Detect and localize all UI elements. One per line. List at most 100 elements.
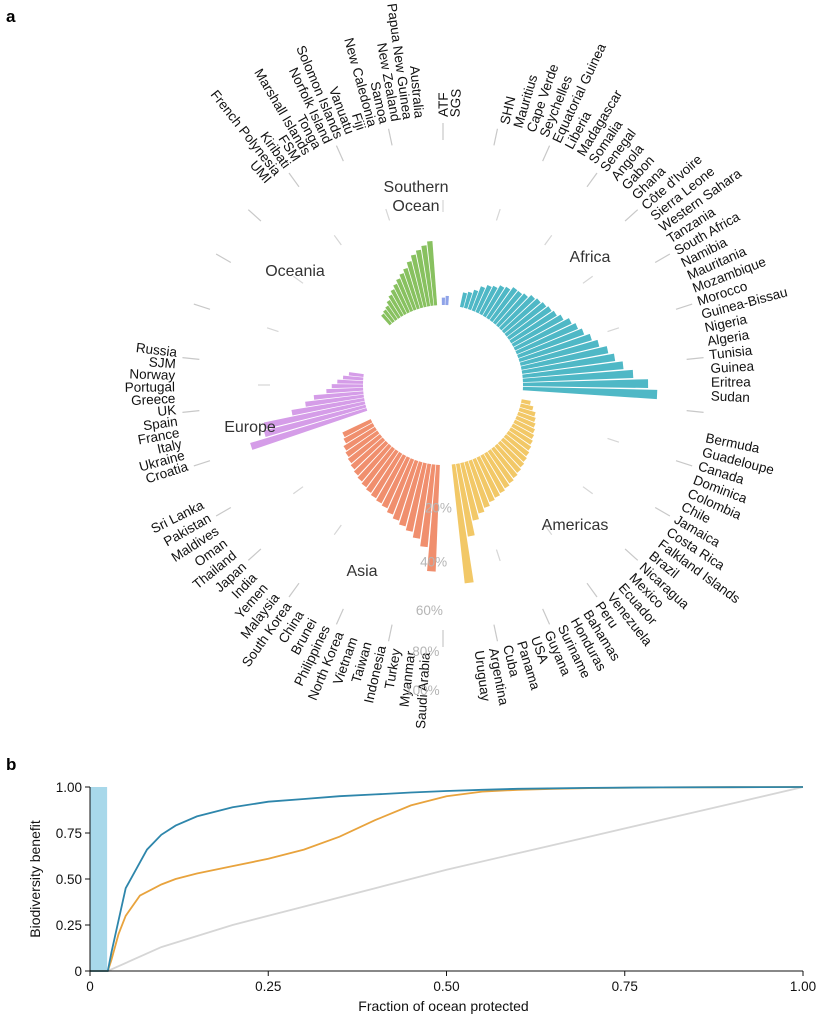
bar-guinea xyxy=(522,369,634,383)
bar-australia xyxy=(427,240,438,306)
panel-label-b: b xyxy=(6,755,16,774)
guide-tick xyxy=(654,253,671,264)
guide-tick xyxy=(495,208,501,221)
bar-suriname xyxy=(476,456,501,498)
guide-tick xyxy=(586,172,598,188)
guide-tick xyxy=(335,145,344,162)
ring-label-20: 20% xyxy=(425,501,452,516)
bar-equatorial-guinea xyxy=(475,284,492,314)
guide-tick xyxy=(607,437,620,443)
bar-mexico xyxy=(497,440,525,468)
region-label-africa: Africa xyxy=(570,249,611,266)
y-axis-label: Biodiversity benefit xyxy=(27,820,43,938)
bar-senegal xyxy=(489,287,518,323)
ring-label-60: 60% xyxy=(416,603,443,618)
bar-gabon xyxy=(496,293,528,328)
series-line-3 xyxy=(90,786,804,972)
guide-tick xyxy=(266,327,279,333)
x-tick-label: 0 xyxy=(86,979,94,994)
bar-new-caledonia xyxy=(406,261,424,309)
bar-sierra-leone xyxy=(504,302,547,337)
bar-turkey xyxy=(412,463,432,539)
country-label-uk: UK xyxy=(157,402,177,419)
bar-falkland-islands xyxy=(506,430,532,451)
bar-tanzania xyxy=(509,310,557,344)
bar-mauritius xyxy=(463,291,473,309)
bar-nicaragua xyxy=(500,437,527,462)
bar-greece xyxy=(326,387,364,394)
bar-ghana xyxy=(499,295,536,331)
bar-honduras xyxy=(480,453,505,494)
guide-tick xyxy=(493,624,499,642)
bar-bermuda xyxy=(521,399,531,405)
bar-vanuatu xyxy=(399,273,417,311)
bar-taiwan xyxy=(399,461,423,527)
region-label-line: Africa xyxy=(570,249,611,266)
guide-tick xyxy=(288,172,300,188)
guide-tick xyxy=(333,524,342,536)
x-axis-label: Fraction of ocean protected xyxy=(358,998,528,1014)
x-tick-label: 0.75 xyxy=(612,979,638,994)
guide-tick xyxy=(582,486,594,495)
guide-tick xyxy=(335,608,344,625)
bar-atf xyxy=(441,297,445,306)
guide-tick xyxy=(586,582,598,598)
country-label-atf: ATF xyxy=(436,92,451,117)
bar-malaysia xyxy=(361,446,395,488)
bar-guinea-bissau xyxy=(519,339,600,366)
guide-tick xyxy=(292,275,304,284)
y-tick-label: 0.50 xyxy=(56,872,82,887)
bar-guyana xyxy=(472,457,495,503)
bar-sudan xyxy=(522,386,658,400)
bar-jamaica xyxy=(511,423,535,440)
bar-solomon-islands xyxy=(396,278,414,312)
bar-canada xyxy=(518,407,536,417)
guide-ticks xyxy=(182,123,704,647)
bar-myanmar xyxy=(420,464,436,548)
country-label-guinea: Guinea xyxy=(710,358,755,376)
bar-croatia xyxy=(250,408,368,450)
guide-tick xyxy=(182,357,200,360)
region-label-line: Ocean xyxy=(392,198,439,215)
bar-western-sahara xyxy=(507,306,552,340)
bar-fsm xyxy=(386,300,401,319)
guide-tick xyxy=(385,208,391,221)
bar-colombia xyxy=(515,415,536,428)
guide-tick xyxy=(387,624,393,642)
country-label-algeria: Algeria xyxy=(706,327,750,349)
bar-russia xyxy=(348,372,364,377)
bar-nigeria xyxy=(520,346,609,370)
bar-marshall-islands xyxy=(388,294,404,317)
bar-maldives xyxy=(343,426,377,451)
region-label-europe: Europe xyxy=(224,419,276,436)
bar-shn xyxy=(459,292,468,308)
country-label-saudi-arabia: Saudi Arabia xyxy=(413,651,433,729)
bar-uk xyxy=(313,391,364,400)
country-label-sudan: Sudan xyxy=(710,388,750,405)
region-label-line: Americas xyxy=(542,517,609,534)
bar-c-te-d-ivoire xyxy=(501,298,541,334)
y-tick-label: 0 xyxy=(74,964,82,979)
bar-angola xyxy=(492,290,523,325)
guide-tick xyxy=(247,209,262,222)
bar-madagascar xyxy=(482,285,505,318)
bar-eritrea xyxy=(522,379,649,388)
bar-japan xyxy=(350,437,386,470)
guide-tick xyxy=(582,275,594,284)
series-line-2 xyxy=(90,786,804,972)
bar-philippines xyxy=(381,456,411,509)
bar-south-korea xyxy=(366,449,399,493)
bar-oman xyxy=(345,430,380,457)
guide-tick xyxy=(675,460,693,467)
country-label-eritrea: Eritrea xyxy=(711,374,751,389)
country-label-italy: Italy xyxy=(156,436,184,456)
bar-bahamas xyxy=(484,451,510,489)
bar-italy xyxy=(263,401,366,429)
bar-saudi-arabia xyxy=(427,464,440,572)
bar-mozambique xyxy=(517,328,585,359)
panel-label-a: a xyxy=(6,7,16,26)
